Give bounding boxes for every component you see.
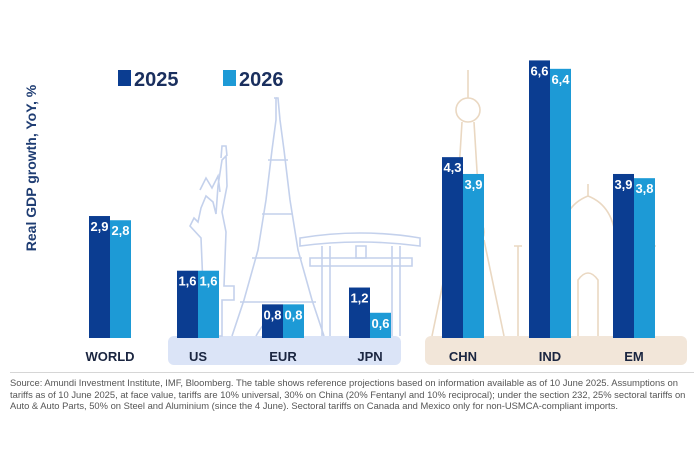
value-label-chn-2025: 4,3 [443, 160, 461, 175]
value-label-jpn-2025: 1,2 [350, 291, 368, 306]
category-label-ind: IND [539, 349, 561, 364]
bar-eur-2025 [262, 304, 283, 338]
bar-world-2026 [110, 220, 131, 338]
value-label-em-2026: 3,8 [635, 181, 653, 196]
value-label-us-2026: 1,6 [199, 274, 217, 289]
developed-markets-band [168, 336, 401, 365]
eiffel-tower-illustration [231, 97, 325, 337]
category-label-world: WORLD [85, 349, 134, 364]
emerging-markets-band [425, 336, 687, 365]
legend-label-2025: 2025 [134, 69, 179, 91]
value-label-eur-2026: 0,8 [284, 307, 302, 322]
value-labels-layer: 2,9 2,81,6 1,60,8 0,81,20,64,33,96,66,43,9 3… [90, 63, 653, 330]
bar-eur-2026 [283, 304, 304, 338]
bar-jpn-2026 [370, 312, 391, 338]
legend-label-2026: 2026 [239, 69, 284, 91]
value-label-world-2026: 2,8 [111, 223, 129, 238]
gdp-growth-chart: Real GDP growth, YoY, % 2025 2026 2,9 2,8… [23, 60, 687, 365]
bar-jpn-2025 [349, 287, 370, 338]
bar-em-2026 [634, 178, 655, 338]
category-labels-layer: WORLD US EUR JPN CHN IND EM [85, 349, 643, 364]
value-label-chn-2026: 3,9 [464, 177, 482, 192]
value-label-jpn-2026: 0,6 [371, 316, 389, 331]
value-label-us-2025: 1,6 [178, 274, 196, 289]
legend-swatch-2026 [223, 70, 236, 86]
legend: 2025 2026 [118, 69, 284, 91]
bar-ind-2025 [529, 60, 550, 338]
bars-layer [89, 60, 655, 338]
bar-chn-2026 [463, 173, 484, 338]
category-label-em: EM [624, 349, 644, 364]
source-divider [10, 372, 694, 373]
bar-world-2025 [89, 216, 110, 338]
category-label-jpn: JPN [357, 349, 382, 364]
bar-chn-2025 [442, 157, 463, 338]
category-label-us: US [189, 349, 207, 364]
source-note: Source: Amundi Investment Institute, IMF… [10, 377, 686, 411]
y-axis-label: Real GDP growth, YoY, % [23, 84, 39, 251]
bar-us-2026 [198, 270, 219, 338]
torii-gate-illustration [299, 232, 421, 336]
value-label-eur-2025: 0,8 [263, 307, 281, 322]
legend-swatch-2025 [118, 70, 131, 86]
value-label-ind-2026: 6,4 [551, 72, 570, 87]
category-label-eur: EUR [269, 349, 297, 364]
value-label-em-2025: 3,9 [614, 177, 632, 192]
category-label-chn: CHN [449, 349, 477, 364]
bar-ind-2026 [550, 68, 571, 338]
bar-us-2025 [177, 270, 198, 338]
value-label-ind-2025: 6,6 [530, 63, 548, 78]
value-label-world-2025: 2,9 [90, 219, 108, 234]
bar-em-2025 [613, 173, 634, 338]
